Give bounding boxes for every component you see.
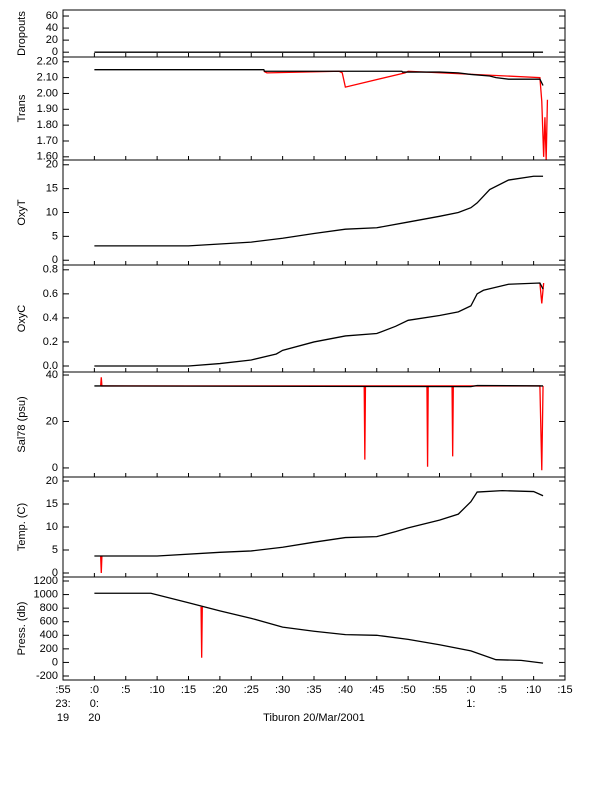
data-line [200,606,203,658]
hour-label: 0: [90,698,99,710]
y-tick-label: 20 [46,34,58,46]
x-tick-label: :35 [306,684,321,696]
data-line [94,384,544,388]
x-tick-label: :25 [244,684,259,696]
x-tick-label: :40 [338,684,353,696]
panel-frame [62,576,566,681]
x-tick-label: :10 [149,684,164,696]
y-tick-label: 2.20 [37,56,58,68]
y-axis-label: Dropouts [16,11,28,56]
hour-label: 1: [466,698,475,710]
x-tick-label: :45 [369,684,384,696]
y-tick-label: 0 [52,46,58,58]
y-tick-label: 5 [52,544,58,556]
x-tick-label: :15 [557,684,572,696]
y-tick-label: 0 [52,254,58,266]
y-tick-label: 40 [46,22,58,34]
panel-frame [62,9,566,58]
data-line [94,282,544,367]
x-tick-label: :5 [498,684,507,696]
y-tick-label: 1.90 [37,103,58,115]
panel-frame [62,159,566,266]
x-tick-label: :55 [55,684,70,696]
x-tick-label: :5 [121,684,130,696]
x-tick-label: :55 [432,684,447,696]
x-tick-label: :50 [400,684,415,696]
y-tick-label: 0.8 [43,264,58,276]
data-line [94,175,544,247]
y-tick-label: 10 [46,521,58,533]
y-axis-label: OxyT [16,199,28,226]
y-tick-label: 5 [52,230,58,242]
data-line [94,69,544,86]
y-tick-label: 0.6 [43,288,58,300]
x-tick-label: :30 [275,684,290,696]
y-tick-label: 1.80 [37,119,58,131]
y-tick-label: 0.2 [43,336,58,348]
y-tick-label: 20 [46,159,58,171]
x-axis-label: Tiburon 20/Mar/2001 [263,712,365,724]
data-line [100,555,103,574]
y-tick-label: 2.10 [37,72,58,84]
day-label: 20 [88,712,100,724]
data-line [263,70,549,161]
y-tick-label: 0 [52,567,58,579]
y-tick-label: 2.00 [37,87,58,99]
x-tick-label: :0 [466,684,475,696]
data-line [94,490,544,557]
y-tick-label: 200 [40,643,58,655]
y-tick-label: 15 [46,498,58,510]
y-tick-label: 0 [52,656,58,668]
y-tick-label: 60 [46,10,58,22]
y-tick-label: 400 [40,629,58,641]
y-tick-label: 20 [46,475,58,487]
x-tick-label: :0 [90,684,99,696]
x-tick-label: :10 [526,684,541,696]
y-tick-label: 800 [40,602,58,614]
y-tick-label: 0.0 [43,360,58,372]
panel-frame [62,264,566,373]
y-tick-label: 600 [40,616,58,628]
y-tick-label: 20 [46,415,58,427]
panel-frame [62,371,566,478]
y-tick-label: -200 [36,670,58,682]
y-tick-label: 0 [52,462,58,474]
y-axis-label: OxyC [16,305,28,333]
y-axis-label: Temp. (C) [16,503,28,551]
day-label: 19 [57,712,69,724]
y-tick-label: 1200 [34,575,58,587]
x-tick-label: :15 [181,684,196,696]
data-line [100,377,544,471]
y-axis-label: Sal78 (psu) [16,396,28,452]
y-axis-label: Press. (db) [16,602,28,656]
data-line [94,592,544,664]
y-tick-label: 1000 [34,588,58,600]
data-line [539,282,545,304]
y-tick-label: 10 [46,206,58,218]
x-tick-label: :20 [212,684,227,696]
y-tick-label: 1.70 [37,135,58,147]
y-tick-label: 1.60 [37,151,58,163]
y-tick-label: 0.4 [43,312,58,324]
y-tick-label: 40 [46,369,58,381]
y-axis-label: Trans [16,94,28,122]
y-tick-label: 15 [46,183,58,195]
hour-label: 23: [55,698,70,710]
